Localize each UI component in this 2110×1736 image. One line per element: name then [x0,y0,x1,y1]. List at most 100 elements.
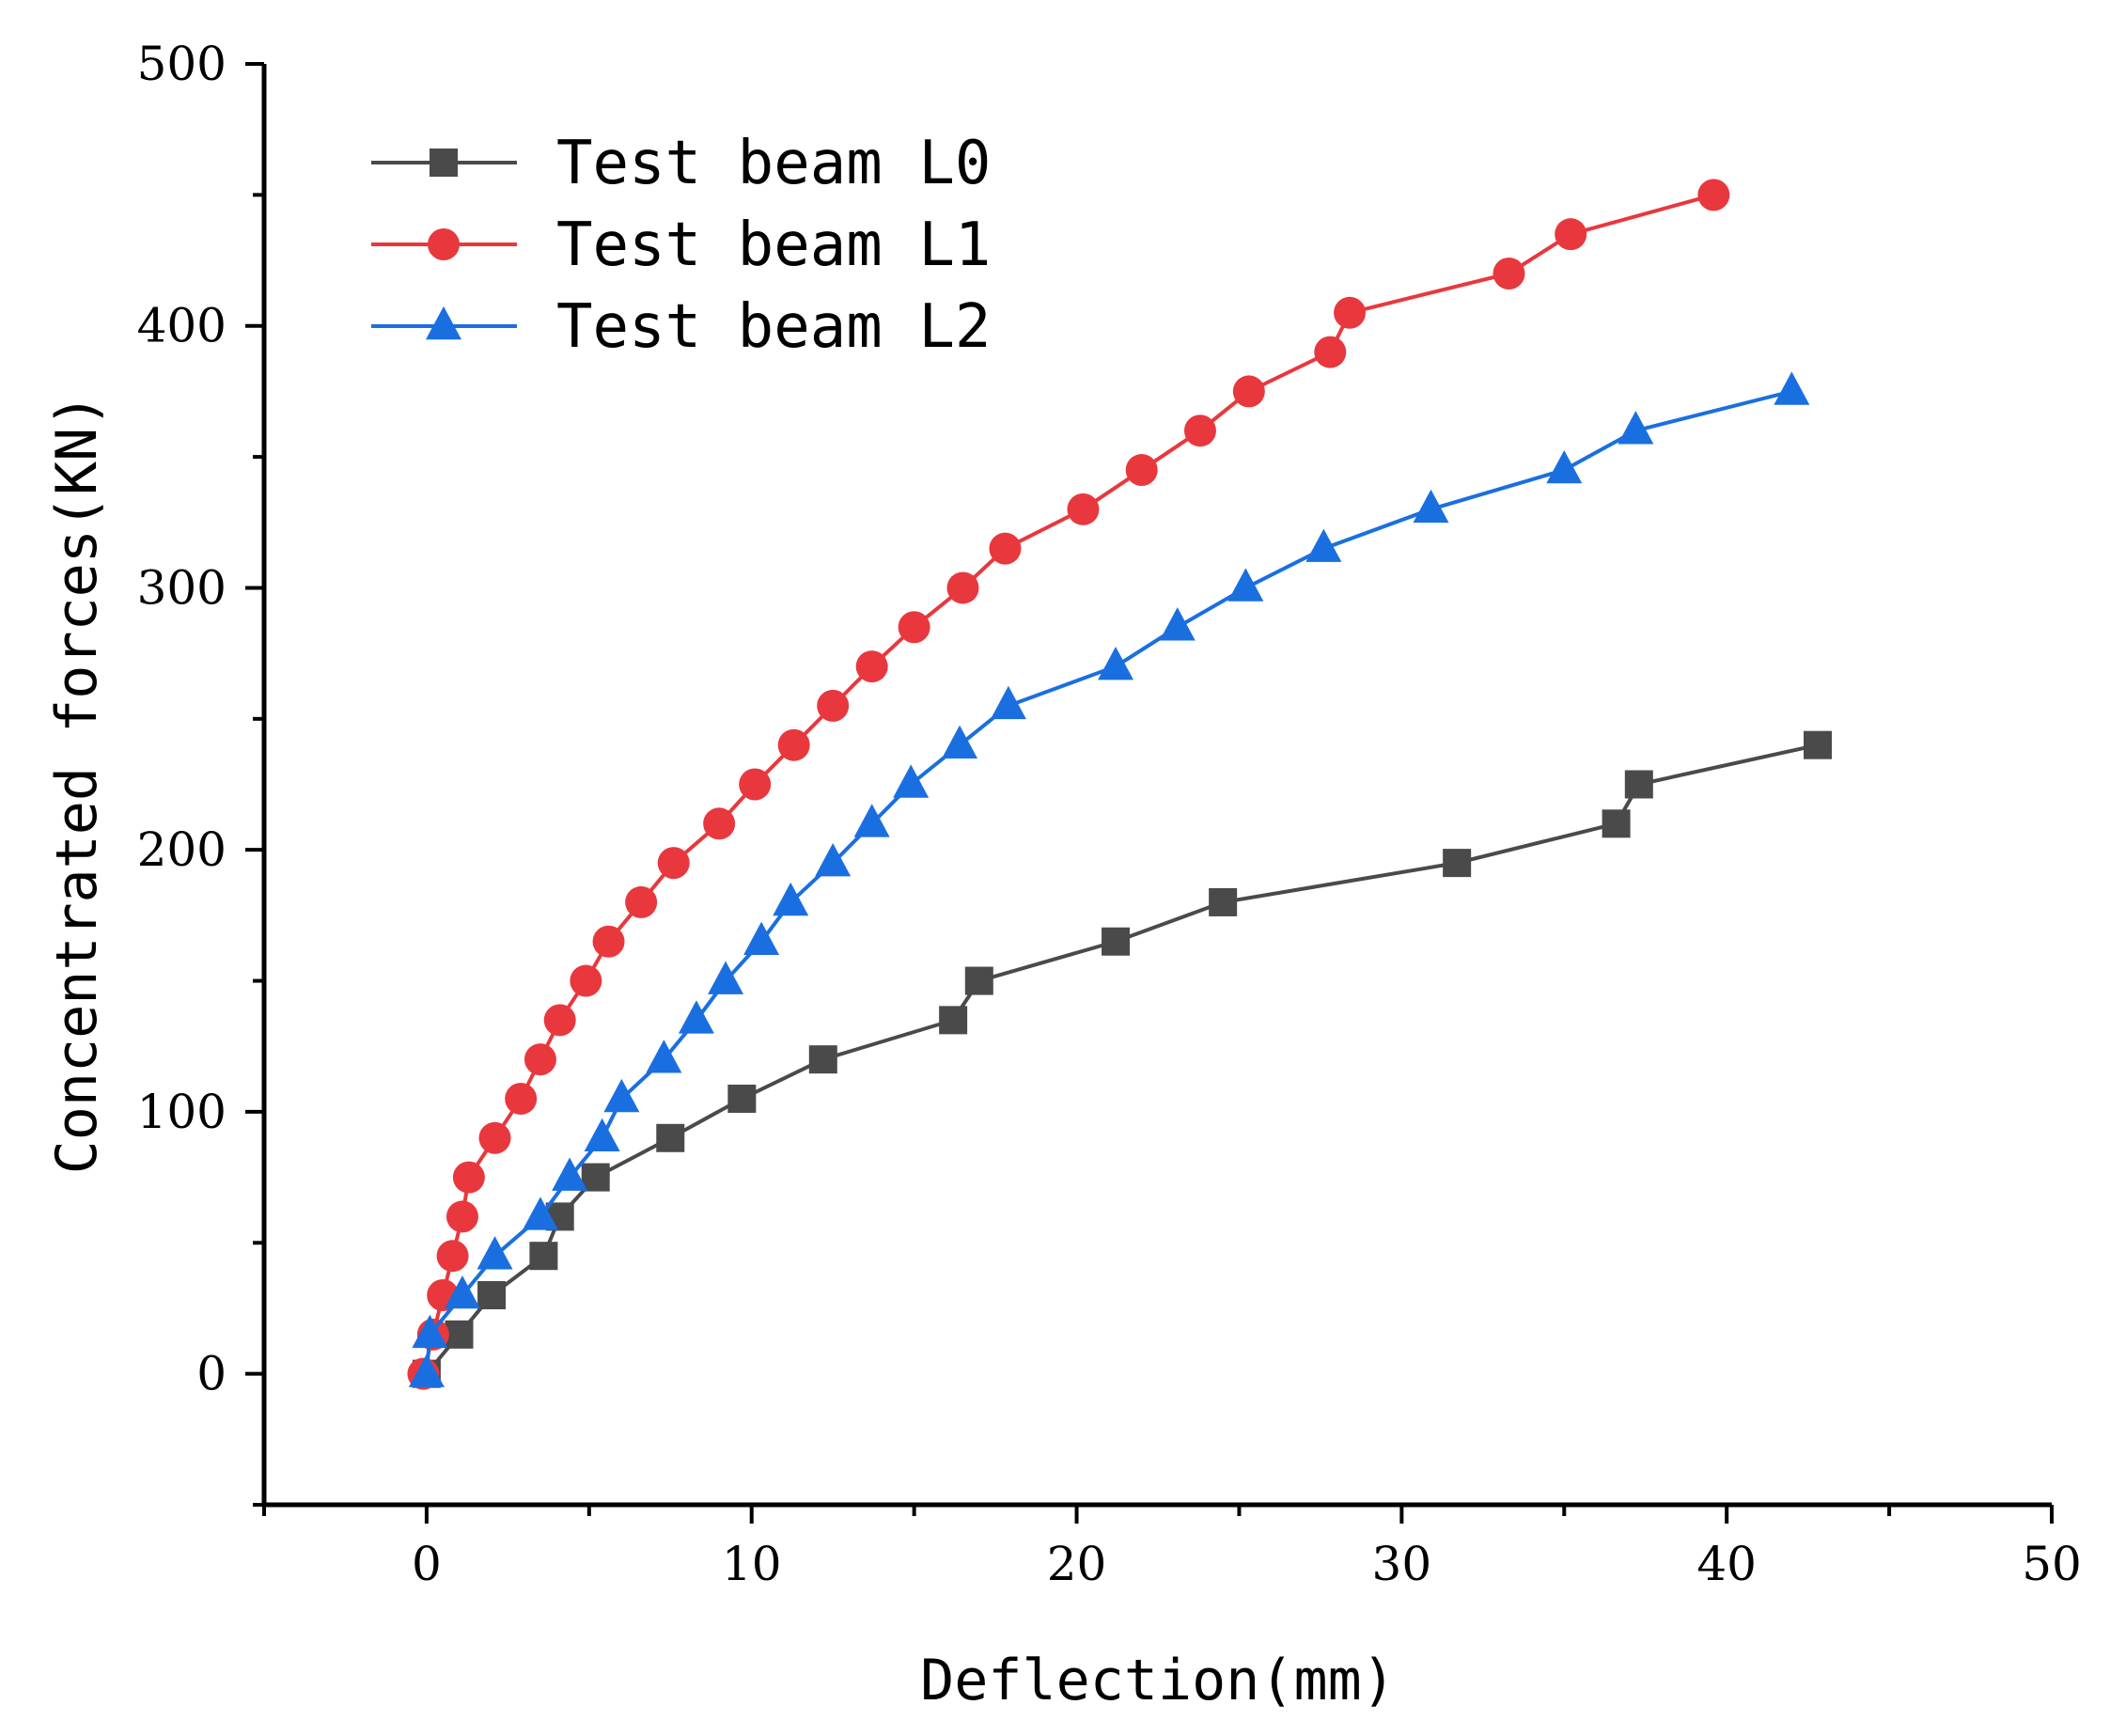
y-tick-label: 0 [196,1347,227,1401]
y-tick-label: 400 [137,299,227,353]
data-point [656,1123,685,1152]
data-point [529,1242,558,1271]
data-point [708,961,744,994]
series-line [424,389,1792,1374]
data-point [939,1006,968,1035]
data-point [1443,849,1472,878]
data-point [408,1353,445,1387]
legend-marker [428,228,460,260]
data-point [727,1084,757,1113]
data-point [817,689,850,722]
data-point [603,1078,640,1113]
data-point [1618,411,1654,445]
x-tick-label: 30 [1372,1537,1432,1591]
data-point [552,1157,588,1191]
data-point [808,1045,837,1074]
data-point [1183,414,1216,447]
data-point [1774,371,1810,405]
data-point [946,571,979,604]
series-line [425,743,1819,1375]
data-point [964,966,993,995]
legend-item: Test beam L2 [371,292,991,362]
series [407,179,1833,1390]
data-point [678,1000,714,1034]
legend-label: Test beam L1 [556,211,991,280]
data-point [477,1236,513,1270]
data-point [739,768,772,801]
data-point [898,611,930,644]
data-point [436,1240,469,1273]
data-point [777,728,810,761]
data-point [1125,454,1158,487]
axes [261,64,2052,1508]
data-point [1102,927,1131,956]
data-point [584,1118,620,1152]
data-point [570,964,602,997]
y-tick-label: 200 [137,822,227,877]
data-point [1602,809,1631,838]
x-tick-label: 20 [1047,1537,1107,1591]
data-point [1067,493,1100,525]
data-point [524,1043,556,1076]
data-point [1227,568,1264,602]
data-point [815,843,852,877]
x-tick-label: 0 [412,1537,442,1591]
legend-item: Test beam L0 [371,129,991,198]
data-point [478,1121,511,1154]
x-tick-label: 40 [1696,1537,1757,1591]
series-2 [408,371,1810,1387]
data-point [543,1004,576,1037]
data-point [1624,770,1653,799]
data-point [1305,528,1342,562]
data-point [1334,296,1367,329]
data-point [1209,887,1238,916]
data-point [1314,336,1347,368]
legend-marker [426,305,461,340]
data-point [1413,489,1449,524]
data-point [1546,449,1583,484]
legend-label: Test beam L0 [556,129,991,198]
data-point [853,804,890,837]
y-tick-label: 100 [137,1085,227,1139]
data-point [703,807,736,840]
data-point [893,764,930,798]
data-point [505,1082,538,1115]
y-axis-title: Concentrated forces(KN) [44,394,110,1175]
data-point [942,725,978,759]
legend-item: Test beam L1 [371,211,991,280]
data-point [990,685,1026,720]
data-point [581,1163,610,1192]
data-point [412,1314,448,1349]
data-point [1098,646,1134,680]
x-axis-title: Deflection(mm) [920,1648,1396,1713]
series-line [421,193,1714,1375]
data-point [743,921,780,956]
x-tick-label: 50 [2022,1537,2082,1591]
data-point [444,1275,480,1309]
data-point [1232,375,1265,408]
data-point [646,1040,682,1073]
legend-marker [430,149,458,177]
data-point [592,925,625,958]
series-1 [407,179,1730,1390]
data-point [522,1196,558,1230]
data-point [1159,607,1196,641]
series-0 [412,730,1833,1388]
data-point [452,1161,485,1194]
data-point [625,885,658,918]
data-point [1493,257,1525,289]
legend-label: Test beam L2 [556,292,991,362]
data-point [1697,179,1730,211]
y-tick-label: 300 [137,560,227,615]
data-point [855,650,888,683]
data-point [773,882,809,916]
data-point [445,1320,474,1349]
data-point [1555,218,1587,251]
y-tick-label: 500 [137,37,227,91]
data-point [989,532,1022,565]
data-point [477,1281,507,1310]
data-point [1804,730,1833,759]
data-point [445,1200,478,1233]
